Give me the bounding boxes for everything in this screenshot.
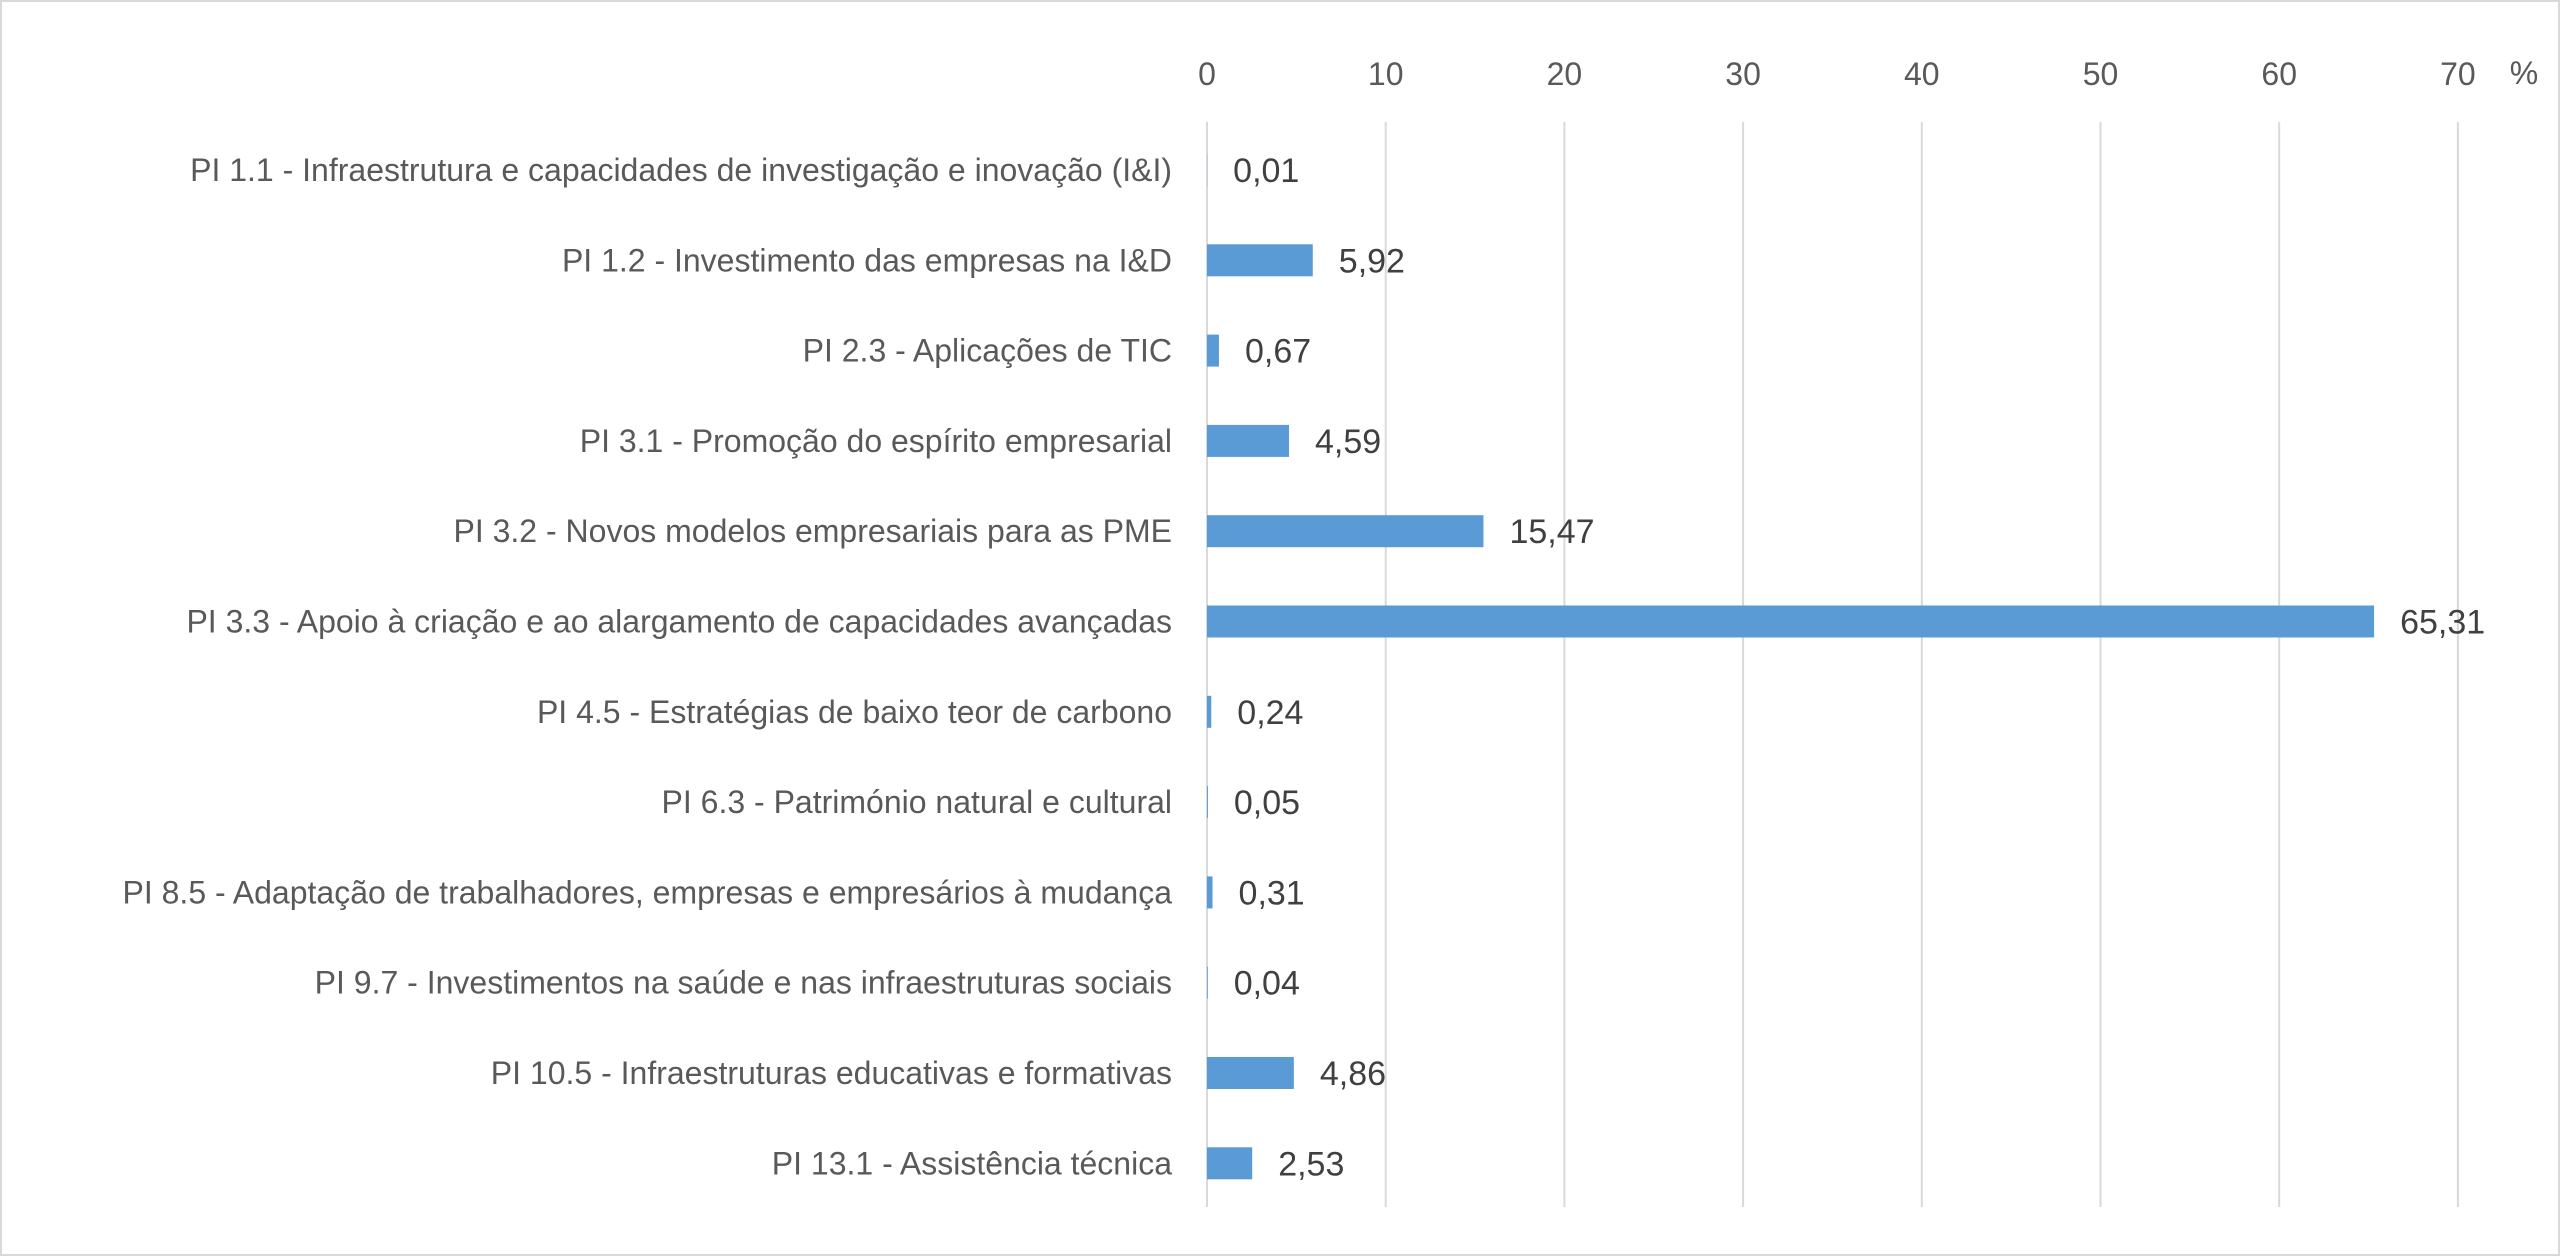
x-tick-label-0: 0 xyxy=(1198,56,1216,92)
category-label-5: PI 3.2 - Novos modelos empresariais para… xyxy=(453,513,1172,549)
x-axis-ticks: 0 10 20 30 40 50 60 70 xyxy=(1198,56,2476,92)
bar-12 xyxy=(1207,1147,1252,1179)
category-label-11: PI 10.5 - Infraestruturas educativas e f… xyxy=(491,1055,1172,1091)
x-axis-unit: % xyxy=(2510,55,2538,91)
x-tick-label-40: 40 xyxy=(1904,56,1940,92)
data-label-11: 4,86 xyxy=(1320,1055,1386,1093)
bar-9 xyxy=(1207,876,1213,908)
data-labels: 0,01 5,92 0,67 4,59 15,47 65,31 0,24 0,05 0,31 0,… xyxy=(1233,152,2485,1183)
x-tick-label-20: 20 xyxy=(1547,56,1583,92)
data-label-2: 5,92 xyxy=(1339,242,1405,280)
bar-11 xyxy=(1207,1057,1294,1089)
bar-3 xyxy=(1207,335,1219,367)
category-label-6: PI 3.3 - Apoio à criação e ao alargament… xyxy=(186,604,1172,640)
category-label-1: PI 1.1 - Infraestrutura e capacidades de… xyxy=(190,152,1172,188)
data-label-6: 65,31 xyxy=(2400,604,2485,642)
category-label-4: PI 3.1 - Promoção do espírito empresaria… xyxy=(580,423,1172,459)
x-tick-label-50: 50 xyxy=(2083,56,2119,92)
bar-2 xyxy=(1207,244,1313,276)
category-label-2: PI 1.2 - Investimento das empresas na I&… xyxy=(562,242,1172,278)
data-label-9: 0,31 xyxy=(1239,874,1305,912)
gridlines xyxy=(1207,122,2458,1207)
data-label-3: 0,67 xyxy=(1245,333,1311,371)
category-label-7: PI 4.5 - Estratégias de baixo teor de ca… xyxy=(537,694,1172,730)
bar-5 xyxy=(1207,515,1483,547)
category-label-12: PI 13.1 - Assistência técnica xyxy=(772,1145,1172,1181)
x-tick-label-30: 30 xyxy=(1725,56,1761,92)
category-labels: PI 1.1 - Infraestrutura e capacidades de… xyxy=(123,152,1173,1181)
x-tick-label-60: 60 xyxy=(2261,56,2297,92)
category-label-9: PI 8.5 - Adaptação de trabalhadores, emp… xyxy=(123,874,1173,910)
bar-6 xyxy=(1207,606,2374,638)
data-label-12: 2,53 xyxy=(1278,1145,1344,1183)
data-label-4: 4,59 xyxy=(1315,423,1381,461)
bars xyxy=(1207,154,2374,1179)
x-tick-label-70: 70 xyxy=(2440,56,2476,92)
bar-10 xyxy=(1207,967,1208,999)
x-tick-label-10: 10 xyxy=(1368,56,1404,92)
category-label-10: PI 9.7 - Investimentos na saúde e nas in… xyxy=(315,965,1172,1001)
data-label-5: 15,47 xyxy=(1509,513,1594,551)
data-label-7: 0,24 xyxy=(1237,694,1303,732)
bar-8 xyxy=(1207,786,1208,818)
bar-7 xyxy=(1207,696,1211,728)
data-label-8: 0,05 xyxy=(1234,784,1300,822)
category-label-3: PI 2.3 - Aplicações de TIC xyxy=(803,333,1172,369)
bar-4 xyxy=(1207,425,1289,457)
data-label-1: 0,01 xyxy=(1233,152,1299,190)
category-label-8: PI 6.3 - Património natural e cultural xyxy=(662,784,1172,820)
data-label-10: 0,04 xyxy=(1234,965,1300,1003)
